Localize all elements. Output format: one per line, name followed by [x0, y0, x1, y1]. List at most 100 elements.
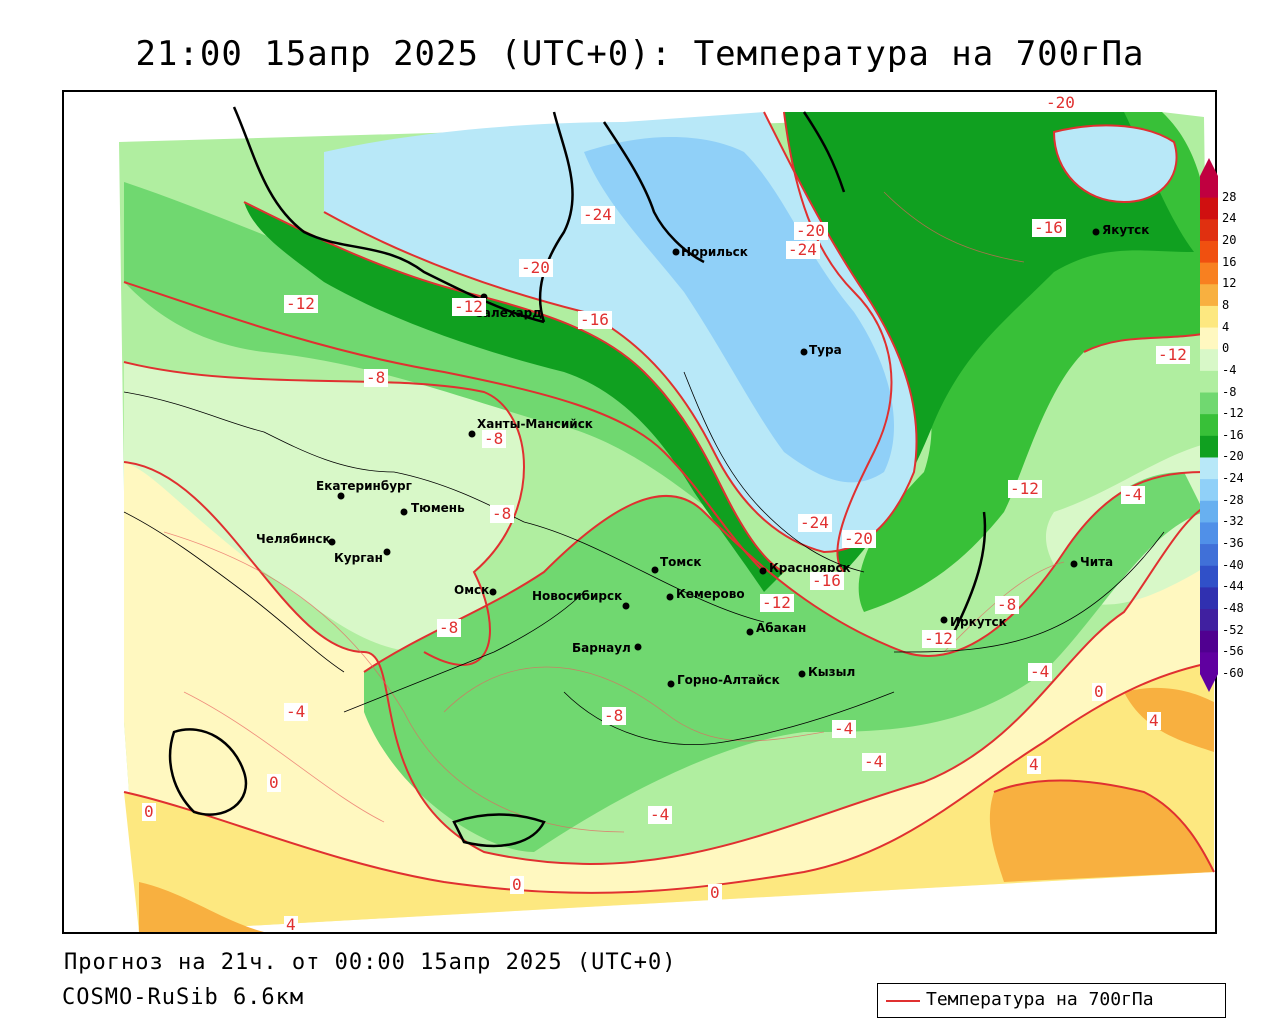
zone-warm-orange-3: [1124, 687, 1214, 752]
isotherm-label-text: -24: [788, 240, 817, 259]
isotherm-label-text: -16: [1034, 218, 1063, 237]
isotherm-label-text: 4: [1149, 711, 1159, 730]
isotherm-label-text: 0: [710, 883, 720, 902]
colorbar-segment: [1200, 500, 1218, 523]
city-label: Кызыл: [808, 665, 855, 679]
legend: Температура на 700гПа: [877, 983, 1226, 1018]
isotherm-label-text: -12: [286, 294, 315, 313]
isotherm-label-text: -8: [484, 429, 503, 448]
legend-label: Температура на 700гПа: [926, 989, 1154, 1010]
isotherm-labels-layer: -20-16-24-20-24-20-12 -12-16-8-8-8-12 -4-2…: [142, 93, 1190, 932]
city-tomsk: Томск: [651, 555, 702, 574]
isotherm-label: -20: [519, 258, 553, 277]
city-label: Курган: [334, 551, 383, 565]
isotherm-label: -12: [452, 297, 486, 316]
isotherm-label-text: -16: [812, 571, 841, 590]
city-label: Ханты-Мансийск: [477, 417, 593, 431]
city-label: Челябинск: [256, 532, 331, 546]
isotherm-label-text: -4: [286, 702, 305, 721]
isotherm-label: -4: [284, 702, 308, 721]
isotherm-label-text: -8: [492, 504, 511, 523]
isotherm-label: 4: [284, 915, 298, 932]
isotherm-label: -4: [1028, 662, 1052, 681]
city-label: Норильск: [681, 245, 748, 259]
isotherm-label: -20: [794, 221, 828, 240]
colorbar-tick-label: -8: [1222, 384, 1237, 399]
isotherms: [123, 111, 1215, 894]
isotherm-label: 0: [142, 802, 156, 821]
colorbar-tick-label: 12: [1222, 276, 1237, 291]
colorbar-tick-label: 8: [1222, 297, 1230, 312]
isotherm-label-text: -8: [997, 595, 1016, 614]
colorbar-tick-label: -48: [1222, 601, 1244, 616]
colorbar-segment: [1200, 349, 1218, 372]
isotherm-label: -8: [602, 706, 626, 725]
cities-layer: Норильск Тура Якутск Салехард Ханты-Манс…: [256, 223, 1149, 688]
isotherm-label: -4: [648, 805, 672, 824]
isotherm-label-text: 0: [144, 802, 154, 821]
legend-line-swatch: [886, 1000, 920, 1002]
isotherm-label-text: -20: [1046, 93, 1075, 112]
isotherm-label: 0: [1092, 682, 1106, 701]
city-khanty-mansiysk: Ханты-Мансийск: [468, 417, 593, 438]
isotherm-label-text: -20: [521, 258, 550, 277]
isotherm-label-text: 0: [1094, 682, 1104, 701]
isotherm-label-text: -12: [1010, 479, 1039, 498]
colorbar-tick-label: -20: [1222, 449, 1244, 464]
colorbar-segment: [1200, 565, 1218, 588]
city-norilsk: Норильск: [672, 245, 748, 259]
colorbar-tick-label: 4: [1222, 319, 1230, 334]
city-krasnoyarsk: Красноярск: [759, 561, 851, 575]
colorbar-tick-label: -24: [1222, 471, 1244, 486]
isotherm-label: -4: [832, 719, 856, 738]
isotherm-label-text: -4: [650, 805, 669, 824]
city-kyzyl: Кызыл: [798, 665, 855, 679]
colorbar-segment: [1200, 327, 1218, 350]
isotherm-label-text: 0: [269, 773, 279, 792]
isotherm-label: 0: [267, 773, 281, 792]
city-chelyabinsk: Челябинск: [256, 532, 336, 546]
zone-mid-green-north: [124, 182, 724, 522]
city-novosibirsk: Новосибирск: [532, 589, 630, 610]
city-label: Чита: [1080, 555, 1113, 569]
forecast-info: Прогноз на 21ч. от 00:00 15апр 2025 (UTC…: [64, 950, 677, 975]
isotherm-label-text: -16: [580, 310, 609, 329]
map-title: 21:00 15апр 2025 (UTC+0): Температура на…: [135, 34, 1145, 74]
city-label: Салехард: [474, 306, 542, 320]
colorbar-segment: [1200, 435, 1218, 458]
city-label: Красноярск: [769, 561, 851, 575]
isotherm-label: -8: [995, 595, 1019, 614]
temperature-map[interactable]: Норильск Тура Якутск Салехард Ханты-Манс…: [62, 90, 1217, 934]
isotherm-label-text: 0: [512, 875, 522, 894]
colorbar-segment: [1200, 305, 1218, 329]
colorbar-segment: [1200, 240, 1218, 264]
city-abakan: Абакан: [746, 621, 806, 636]
city-kemerovo: Кемерово: [666, 587, 745, 601]
colorbar-segment: [1200, 197, 1218, 220]
city-irkutsk: Иркутск: [940, 615, 1007, 629]
zone-green-dark-band: [244, 202, 784, 592]
admin-borders: [123, 371, 1165, 745]
isotherm-label: -12: [1156, 345, 1190, 364]
colorbar-segment: [1200, 392, 1218, 415]
colorbar-tick-label: -56: [1222, 644, 1244, 659]
colorbar-segment: [1200, 652, 1218, 675]
isotherm-label-text: -12: [1158, 345, 1187, 364]
isotherm-label: -16: [810, 571, 844, 590]
isotherm-label: -8: [490, 504, 514, 523]
city-kurgan: Курган: [334, 548, 391, 565]
isotherm-label: -4: [862, 752, 886, 771]
isotherm-label-text: -12: [924, 629, 953, 648]
city-yakutsk: Якутск: [1092, 223, 1149, 237]
zone-warm-orange-1: [989, 780, 1214, 882]
colorbar-tick-label: -16: [1222, 427, 1244, 442]
isotherm-label: -8: [364, 368, 388, 387]
city-label: Омск: [454, 583, 489, 597]
city-label: Кемерово: [676, 587, 745, 601]
isotherm-label: 0: [510, 875, 524, 894]
city-label: Екатеринбург: [316, 479, 412, 493]
colorbar-tick-label: -32: [1222, 514, 1244, 529]
model-name: COSMO-RuSib 6.6км: [62, 985, 305, 1010]
city-label: Барнаул: [572, 641, 631, 655]
colorbar-tick-label: 20: [1222, 232, 1237, 247]
